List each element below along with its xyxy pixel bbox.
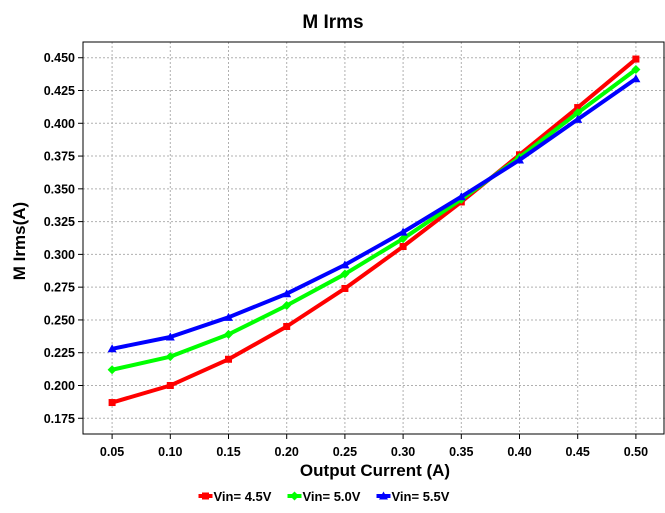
x-axis-label: Output Current (A)	[300, 461, 450, 480]
x-axis-ticks: 0.05 0.10 0.15 0.20 0.25 0.30 0.35 0.40 0.45 0.50	[100, 434, 648, 459]
legend-swatch-marker	[202, 492, 209, 500]
data-point	[573, 108, 583, 118]
y-tick-label: 0.450	[44, 51, 75, 65]
legend-label: Vin= 5.0V	[303, 489, 361, 504]
x-tick-label: 0.45	[566, 445, 590, 459]
y-tick-label: 0.275	[44, 281, 75, 295]
legend-item-2: Vin= 5.5V	[376, 489, 450, 504]
series-line	[110, 57, 638, 405]
y-axis-label: M Irms(A)	[10, 202, 29, 280]
series-line	[110, 67, 638, 372]
data-point	[224, 312, 233, 321]
x-tick-label: 0.50	[624, 445, 648, 459]
data-point	[631, 74, 641, 83]
series-line	[110, 76, 638, 351]
data-point	[399, 243, 407, 251]
data-point	[632, 55, 640, 63]
y-tick-label: 0.200	[44, 379, 75, 393]
grid-lines	[83, 42, 665, 434]
series-1	[107, 65, 641, 375]
y-tick-label: 0.350	[44, 182, 75, 196]
data-point	[282, 289, 292, 298]
data-point	[340, 260, 350, 269]
x-tick-label: 0.25	[333, 445, 357, 459]
legend-item-0: Vin= 4.5V	[198, 489, 272, 504]
y-tick-label: 0.175	[44, 412, 75, 426]
data-point	[340, 269, 350, 279]
data-point	[398, 227, 408, 236]
legend-item-1: Vin= 5.0V	[287, 489, 361, 504]
y-tick-label: 0.225	[44, 346, 75, 360]
data-point	[631, 65, 641, 75]
x-tick-label: 0.20	[275, 445, 299, 459]
data-point	[166, 381, 174, 389]
legend-swatch-marker	[379, 491, 388, 500]
data-point	[282, 301, 292, 311]
chart-title: M Irms	[302, 12, 363, 33]
series-0	[108, 55, 640, 407]
data-point	[224, 329, 233, 339]
series-2	[107, 74, 641, 353]
y-tick-label: 0.400	[44, 117, 75, 131]
x-tick-label: 0.15	[216, 445, 240, 459]
y-tick-label: 0.375	[44, 150, 75, 164]
x-tick-label: 0.30	[391, 445, 415, 459]
data-point	[283, 322, 291, 330]
data-point	[165, 352, 175, 362]
legend-swatch-marker	[290, 491, 299, 501]
plot-area	[82, 41, 665, 435]
y-tick-label: 0.325	[44, 215, 75, 229]
data-point	[574, 104, 582, 112]
y-tick-label: 0.425	[44, 84, 75, 98]
data-point	[107, 365, 117, 375]
legend-label: Vin= 5.5V	[392, 489, 450, 504]
y-tick-label: 0.300	[44, 248, 75, 262]
y-tick-label: 0.250	[44, 313, 75, 327]
data-point	[456, 192, 466, 201]
data-point	[108, 399, 116, 407]
x-tick-label: 0.35	[449, 445, 473, 459]
x-tick-label: 0.40	[507, 445, 531, 459]
legend-label: Vin= 4.5V	[214, 489, 272, 504]
data-point	[515, 155, 524, 164]
data-point	[341, 284, 349, 292]
data-point	[398, 234, 408, 244]
x-tick-label: 0.10	[158, 445, 182, 459]
legend: Vin= 4.5V Vin= 5.0V Vin= 5.5V	[198, 489, 450, 504]
data-point	[165, 332, 175, 341]
data-point	[573, 114, 583, 123]
x-tick-label: 0.05	[100, 445, 124, 459]
y-axis-ticks: 0.175 0.200 0.225 0.250 0.275 0.300 0.325 0.350…	[44, 51, 83, 426]
series-layer	[107, 55, 641, 407]
data-point	[107, 344, 117, 353]
data-point	[225, 355, 232, 363]
